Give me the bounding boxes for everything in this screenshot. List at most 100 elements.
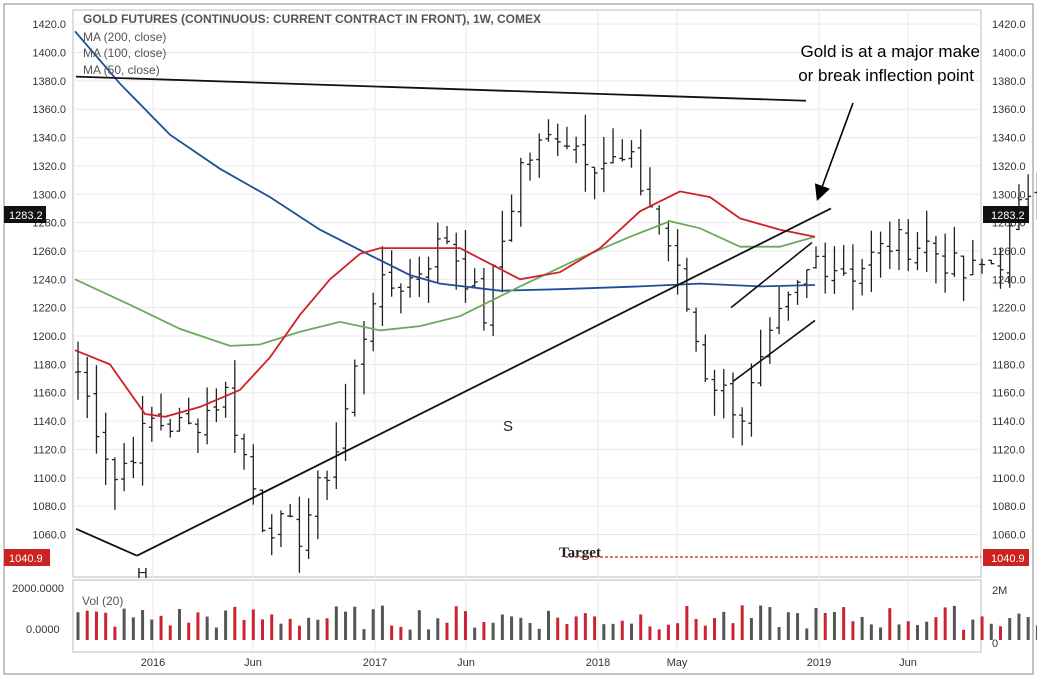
volume-bar [187, 622, 191, 640]
volume-label: Vol (20) [82, 594, 123, 608]
volume-bar [814, 607, 818, 640]
ohlc-bar [360, 320, 367, 395]
volume-bar [528, 623, 532, 640]
trendlines [75, 75, 832, 557]
y-tick-right: 1080.0 [992, 501, 1026, 513]
y-tick-left: 1100.0 [33, 473, 66, 485]
ohlc-bar [287, 503, 294, 518]
y-axis-left: 1420.0 1400.0 1380.0 1360.0 1340.0 1320.0 1300… [32, 19, 66, 541]
volume-bar [832, 611, 836, 640]
volume-bar [676, 623, 680, 640]
volume-bar [279, 623, 283, 640]
annotation-arrow [814, 102, 854, 202]
volume-bar [150, 619, 154, 640]
legend-ma50: MA (50, close) [83, 63, 160, 77]
ohlc-bar [859, 259, 866, 296]
volume-bar [722, 611, 726, 640]
volume-bar [371, 609, 375, 640]
ohlc-bar [93, 365, 100, 454]
volume-bar [242, 619, 246, 640]
volume-bar [925, 621, 929, 640]
ohlc-bar [213, 388, 220, 423]
ohlc-bar [582, 114, 589, 192]
ohlc-bar [250, 444, 257, 505]
ohlc-bar [277, 510, 284, 548]
y-tick-left: 1140.0 [33, 416, 66, 428]
volume-bar [897, 624, 901, 640]
volume-bar [989, 623, 993, 640]
y-tick-right: 1260.0 [992, 246, 1026, 258]
volume-bar [519, 617, 523, 640]
last-price-right: 1283.2 [991, 210, 1025, 222]
y-tick-left: 1360.0 [32, 104, 66, 116]
volume-bar [196, 612, 200, 640]
ohlc-bar [739, 407, 746, 446]
volume-bar [731, 623, 735, 640]
ohlc-bar [591, 166, 598, 200]
y-tick-left: 1080.0 [32, 501, 66, 513]
volume-bar [694, 618, 698, 640]
volume-bar [556, 617, 560, 640]
ohlc-bar [997, 248, 1004, 289]
y-tick-right: 1140.0 [992, 416, 1025, 428]
y-tick-right: 1340.0 [992, 133, 1026, 145]
ohlc-bar [849, 244, 856, 311]
y-tick-left: 1200.0 [32, 331, 66, 343]
x-axis: 2016 Jun 2017 Jun 2018 May 2019 Jun [141, 657, 917, 669]
ohlc-bar [776, 286, 783, 335]
ohlc-bar [499, 210, 506, 293]
y-tick-right: 1400.0 [992, 48, 1026, 60]
volume-bar [777, 627, 781, 640]
channel-lower [732, 319, 816, 383]
volume-bar [657, 629, 661, 640]
ohlc-bar [508, 194, 515, 242]
ohlc-bar [720, 369, 727, 419]
volume-bar [842, 607, 846, 640]
volume-bar [1035, 625, 1037, 640]
volume-bar [205, 616, 209, 640]
volume-bar [1026, 617, 1030, 640]
ohlc-bar [628, 140, 635, 168]
volume-bar [297, 625, 301, 640]
volume-bar [648, 626, 652, 640]
ohlc-bar [167, 418, 174, 438]
y-tick-left: 1340.0 [32, 133, 66, 145]
volume-bar [703, 625, 707, 640]
volume-bar [713, 618, 717, 640]
vol-right-tick-top: 2M [992, 585, 1007, 597]
ohlc-bar [527, 152, 534, 181]
ohlc-bar [379, 246, 386, 326]
volume-bar [620, 620, 624, 640]
volume-bar [224, 610, 228, 640]
ohlc-bar [342, 383, 349, 462]
volume-bar [104, 612, 108, 640]
ohlc-bar [222, 381, 229, 418]
y-tick-left: 1120.0 [33, 444, 66, 456]
y-tick-right: 1060.0 [992, 529, 1026, 541]
y-tick-right: 1300.0 [992, 189, 1026, 201]
ohlc-bar [637, 129, 644, 196]
annotation-line-2: or break inflection point [798, 66, 974, 85]
y-tick-left: 1420.0 [32, 19, 66, 31]
volume-bar [131, 617, 135, 640]
volume-bar [565, 623, 569, 640]
target-price-right: 1040.9 [991, 553, 1025, 565]
volume-bar [76, 612, 80, 640]
chart-frame [3, 3, 1034, 675]
ohlc-bar [536, 133, 543, 178]
target-price-badge-right [983, 549, 1029, 566]
x-tick: Jun [457, 657, 475, 669]
volume-bar [943, 607, 947, 640]
volume-bar [168, 625, 172, 640]
ohlc-bar [757, 329, 764, 387]
x-tick: 2016 [141, 657, 165, 669]
ohlc-bar [563, 126, 570, 150]
volume-bar [879, 627, 883, 640]
volume-bar [1008, 618, 1012, 640]
y-tick-left: 1060.0 [32, 529, 66, 541]
ohlc-bar [517, 157, 524, 227]
volume-bar [971, 619, 975, 640]
ohlc-bar [969, 239, 976, 276]
ohlc-bar [896, 218, 903, 271]
